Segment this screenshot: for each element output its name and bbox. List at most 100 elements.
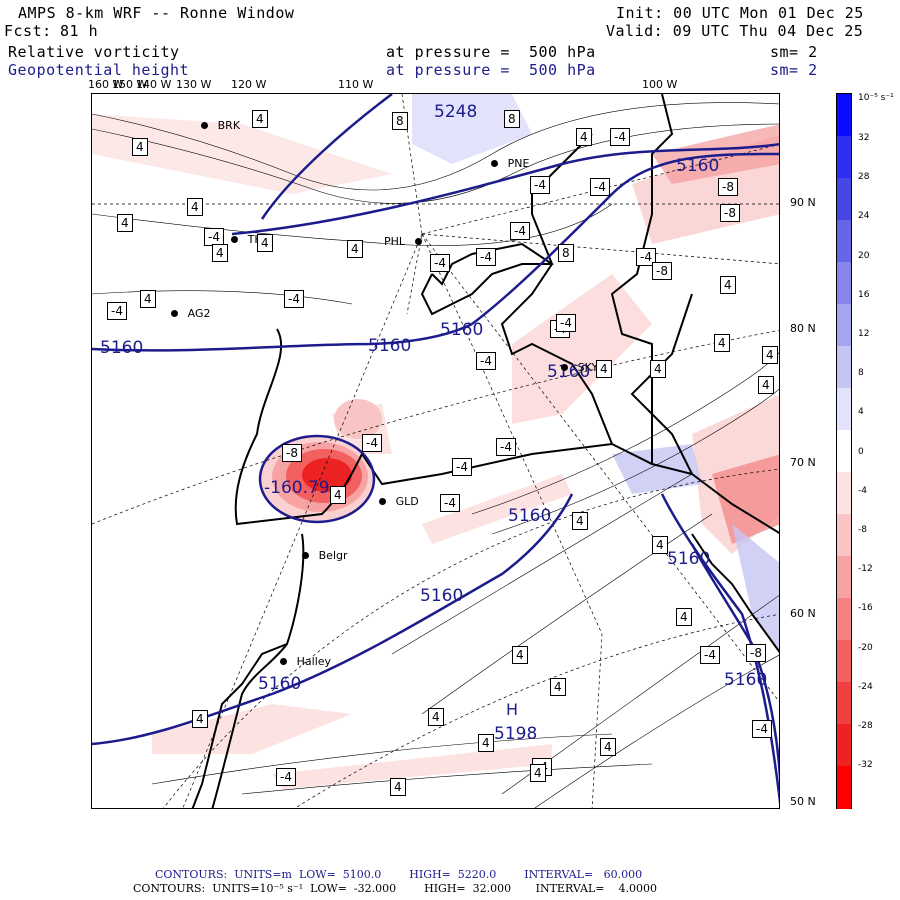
vorticity-value-box: -4 xyxy=(610,128,630,146)
high-pressure-marker: H xyxy=(506,700,519,719)
lat-label-50n: 50 N xyxy=(790,795,816,808)
vorticity-value-box: 4 xyxy=(132,138,148,156)
field1-level: at pressure = 500 hPa xyxy=(386,43,596,61)
coastline xyxy=(191,94,779,808)
colorbar-segment xyxy=(837,514,851,557)
vorticity-value-box: 8 xyxy=(558,244,574,262)
colorbar-tick-label: 24 xyxy=(858,211,870,222)
colorbar-tick-label: 8 xyxy=(858,368,864,379)
vorticity-value-box: -4 xyxy=(440,494,460,512)
vorticity-value-box: 4 xyxy=(652,536,668,554)
colorbar-tick-label: -12 xyxy=(858,564,873,575)
colorbar-segment xyxy=(837,598,851,641)
station-label: GLD xyxy=(395,495,419,508)
station-label: AG2 xyxy=(187,307,211,320)
model-title: AMPS 8-km WRF -- Ronne Window xyxy=(18,4,295,22)
colorbar-segment xyxy=(837,220,851,263)
vorticity-value-box: -4 xyxy=(284,290,304,308)
colorbar-segment xyxy=(837,472,851,515)
lon-label-110w: 110 W xyxy=(338,78,374,91)
colorbar-segment xyxy=(837,346,851,389)
forecast-hours: 81 h xyxy=(60,22,99,40)
vorticity-value-box: 4 xyxy=(576,128,592,146)
vorticity-value-box: 4 xyxy=(550,678,566,696)
vorticity-value-box: 8 xyxy=(504,110,520,128)
colorbar-segment xyxy=(837,430,851,473)
footer-height-contours: CONTOURS: UNITS=m LOW= 5100.0 HIGH= 5220… xyxy=(155,868,643,881)
vorticity-value-box: 4 xyxy=(212,244,228,262)
station-phl: PHL xyxy=(384,230,422,249)
height-contours xyxy=(92,94,779,804)
field1-smooth: sm= 2 xyxy=(770,43,818,61)
colorbar-segment xyxy=(837,682,851,725)
vorticity-value-box: 4 xyxy=(714,334,730,352)
vorticity-value-box: 4 xyxy=(252,110,268,128)
station-label: SKY xyxy=(577,361,599,374)
station-marker-icon xyxy=(491,160,498,167)
vorticity-value-box: -4 xyxy=(590,178,610,196)
colorbar-tick-label: 12 xyxy=(858,329,870,339)
colorbar-tick-label: -28 xyxy=(858,721,873,731)
colorbar-tick-label: 28 xyxy=(858,172,870,183)
height-label: 5160 xyxy=(100,338,144,358)
vorticity-value-box: 4 xyxy=(572,512,588,530)
vorticity-value-box: 4 xyxy=(758,376,774,394)
height-label: 5160 xyxy=(258,674,302,694)
low-center-label: -160.79 xyxy=(264,478,330,498)
vorticity-value-box: 4 xyxy=(187,198,203,216)
station-marker-icon xyxy=(302,552,309,559)
vorticity-value-box: -8 xyxy=(282,444,302,462)
lon-label-100w: 100 W xyxy=(642,78,678,91)
vorticity-value-box: -4 xyxy=(752,720,772,738)
colorbar-tick-label: 16 xyxy=(858,289,870,300)
lon-label-130w: 130 W xyxy=(176,78,212,91)
station-halley: Halley xyxy=(280,650,331,669)
map-canvas xyxy=(92,94,779,808)
colorbar-segment xyxy=(837,178,851,221)
colorbar-tick-label: -24 xyxy=(858,681,873,692)
station-marker-icon xyxy=(379,498,386,505)
colorbar-segment xyxy=(837,388,851,431)
vorticity-value-box: 4 xyxy=(140,290,156,308)
vorticity-value-box: -4 xyxy=(362,434,382,452)
init-time: Init: 00 UTC Mon 01 Dec 25 xyxy=(616,4,864,22)
height-label: 5160 xyxy=(440,320,484,340)
station-marker-icon xyxy=(231,236,238,243)
vorticity-value-box: 4 xyxy=(676,608,692,626)
vorticity-value-box: -4 xyxy=(530,176,550,194)
colorbar-segment xyxy=(837,136,851,179)
vorticity-value-box: 4 xyxy=(257,234,273,252)
height-label: 5160 xyxy=(676,156,720,176)
vorticity-value-box: -4 xyxy=(452,458,472,476)
vorticity-value-box: 4 xyxy=(428,708,444,726)
vorticity-value-box: -4 xyxy=(204,228,224,246)
vorticity-value-box: 4 xyxy=(192,710,208,728)
height-label: 5198 xyxy=(494,724,538,744)
vorticity-value-box: -4 xyxy=(476,248,496,266)
valid-time: Valid: 09 UTC Thu 04 Dec 25 xyxy=(606,22,864,40)
colorbar-segment xyxy=(837,640,851,683)
vorticity-value-box: 4 xyxy=(347,240,363,258)
height-label: 5160 xyxy=(547,362,591,382)
vorticity-value-box: 4 xyxy=(330,486,346,504)
field1-name: Relative vorticity xyxy=(8,43,180,61)
lon-label-140w: 140 W xyxy=(136,78,172,91)
vorticity-value-box: -4 xyxy=(107,302,127,320)
colorbar-segment xyxy=(837,262,851,305)
vorticity-value-box: -4 xyxy=(636,248,656,266)
vorticity-value-box: -8 xyxy=(652,262,672,280)
colorbar-tick-label: 4 xyxy=(858,407,864,418)
forecast-label: Fcst: xyxy=(4,22,52,40)
map-panel: 5248 5160 5160 5160 5160 5160 5160 5160 … xyxy=(91,93,780,809)
height-label: 5160 xyxy=(420,586,464,606)
height-label: 5160 xyxy=(724,670,768,690)
station-label: PNE xyxy=(507,157,530,170)
lat-label-70n: 70 N xyxy=(790,456,816,469)
colorbar-segment xyxy=(837,766,851,809)
station-gld: GLD xyxy=(379,490,419,509)
colorbar-segment xyxy=(837,556,851,599)
height-label: 5160 xyxy=(508,506,552,526)
height-label: 5248 xyxy=(434,102,478,122)
colorbar-unit: 10⁻⁵ s⁻¹ xyxy=(858,93,894,103)
vorticity-value-box: -4 xyxy=(476,352,496,370)
